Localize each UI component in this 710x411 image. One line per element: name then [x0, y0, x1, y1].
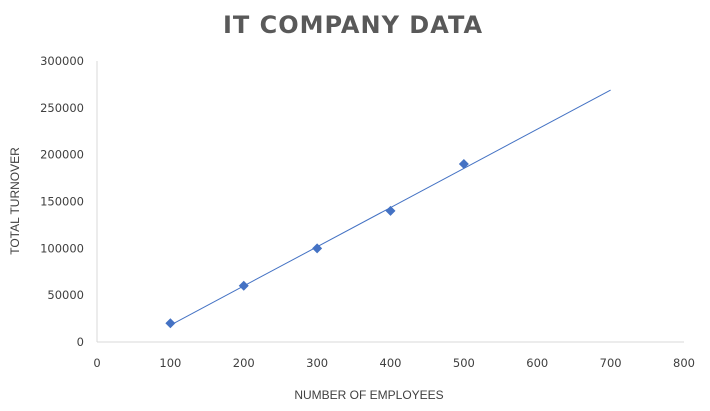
y-tick-label: 300000: [40, 54, 84, 68]
data-point-marker: [458, 159, 469, 170]
x-axis-label: NUMBER OF EMPLOYEES: [294, 388, 443, 402]
y-tick-labels: 0 50000 100000 150000 200000 250000 300000: [40, 54, 84, 349]
x-tick-label: 0: [93, 356, 100, 370]
x-tick-label: 800: [673, 356, 695, 370]
x-tick-labels: 0 100 200 300 400 500 600 700 800: [93, 356, 695, 370]
y-tick-label: 0: [77, 335, 84, 349]
chart-title: IT COMPANY DATA: [223, 11, 483, 39]
x-tick-label: 700: [600, 356, 622, 370]
y-tick-label: 150000: [40, 195, 84, 209]
y-tick-label: 250000: [40, 101, 84, 115]
data-point-marker: [312, 243, 323, 254]
x-tick-label: 200: [233, 356, 255, 370]
y-tick-label: 100000: [40, 241, 84, 255]
x-tick-label: 600: [526, 356, 548, 370]
x-tick-label: 400: [380, 356, 402, 370]
y-tick-label: 50000: [47, 288, 84, 302]
x-tick-label: 300: [306, 356, 328, 370]
y-tick-label: 200000: [40, 148, 84, 162]
data-markers: [165, 159, 469, 329]
y-axis-label: TOTAL TURNOVER: [8, 147, 22, 255]
x-tick-label: 100: [159, 356, 181, 370]
data-point-marker: [238, 280, 249, 291]
data-point-marker: [385, 205, 396, 216]
x-tick-label: 500: [453, 356, 475, 370]
data-point-marker: [165, 318, 176, 329]
